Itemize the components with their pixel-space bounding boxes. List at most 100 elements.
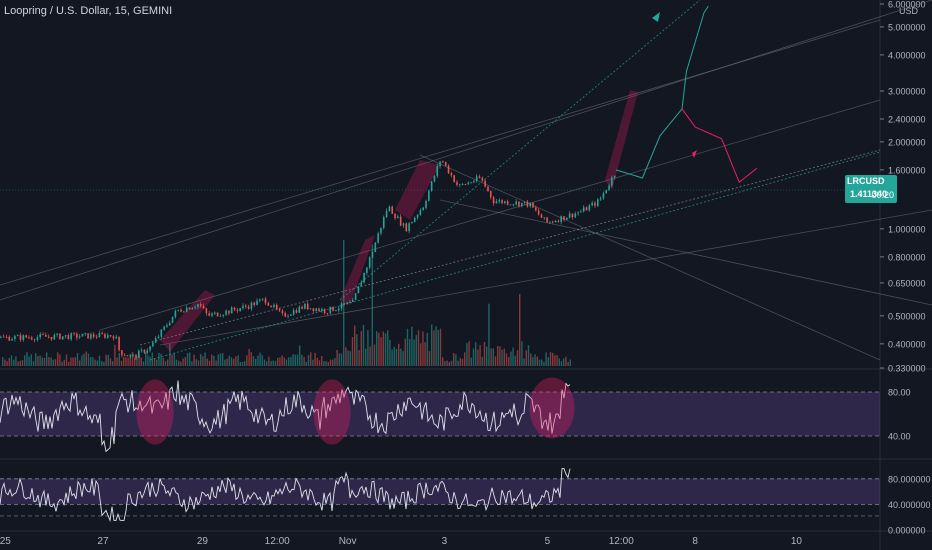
candle-body — [399, 216, 402, 226]
channel-line — [139, 149, 881, 346]
oscillator-2-line — [0, 468, 571, 523]
volume-bar — [435, 326, 437, 366]
candle-body — [602, 193, 605, 199]
candle-body — [292, 310, 295, 315]
candle-body — [135, 354, 137, 358]
volume-bar — [87, 353, 90, 366]
candle-body — [92, 334, 95, 337]
candle-body — [244, 305, 247, 307]
volume-bar — [545, 352, 547, 366]
volume-bar — [547, 357, 549, 366]
volume-bar — [206, 358, 208, 366]
candle-body — [123, 355, 126, 357]
volume-bar — [395, 348, 398, 366]
volume-bar — [186, 353, 189, 366]
volume-bar — [450, 360, 453, 366]
candle-body — [16, 335, 19, 336]
volume-bar — [527, 345, 530, 366]
volume-bar — [79, 360, 81, 366]
candle-body — [42, 334, 44, 336]
volume-bar — [219, 353, 222, 366]
volume-bar — [556, 355, 558, 366]
candle-body — [47, 336, 50, 338]
volume-bar — [259, 352, 261, 366]
volume-bar — [4, 359, 6, 366]
candle-body — [459, 184, 461, 186]
candle-body — [160, 329, 163, 337]
price-tick-label: 1.000000 — [888, 224, 926, 234]
candle-body — [312, 308, 315, 312]
candle-body — [214, 312, 216, 314]
volume-bar — [274, 360, 277, 366]
volume-bar — [213, 355, 215, 366]
candle-body — [428, 190, 430, 201]
candle-body — [382, 217, 385, 228]
volume-bar — [523, 358, 525, 366]
volume-bar — [118, 352, 120, 366]
volume-bar — [296, 354, 299, 366]
volume-bar — [292, 354, 294, 366]
volume-bar — [508, 357, 510, 366]
candle-body — [405, 223, 408, 232]
candle-body — [132, 354, 134, 356]
candle-body — [247, 306, 250, 309]
volume-bar — [76, 353, 79, 366]
candle-body — [380, 227, 382, 234]
candle-body — [36, 337, 39, 341]
candle-body — [146, 350, 149, 353]
volume-bar — [494, 356, 497, 366]
candle-body — [467, 182, 470, 185]
volume-bar — [114, 344, 116, 366]
candle-body — [140, 349, 143, 351]
candle-body — [290, 314, 292, 316]
candle-body — [152, 342, 154, 347]
volume-bar — [158, 352, 160, 366]
candle-body — [225, 310, 227, 315]
volume-bar — [323, 361, 325, 366]
volume-bar — [349, 351, 351, 366]
volume-bar — [237, 355, 239, 366]
volume-bar — [184, 357, 186, 366]
candle-body — [416, 214, 419, 218]
volume-bar — [171, 354, 173, 366]
volume-bar — [477, 349, 479, 366]
candle-body — [219, 315, 222, 317]
volume-bar — [96, 360, 98, 366]
oscillator-1-tick-label: 40.00 — [888, 432, 911, 442]
candle-body — [273, 304, 275, 308]
volume-bar — [142, 361, 145, 366]
candle-body — [447, 165, 450, 174]
candle-body — [402, 223, 405, 226]
candle-body — [444, 162, 447, 166]
volume-bar — [109, 358, 112, 366]
volume-bar — [268, 356, 270, 366]
volume-bar — [387, 330, 389, 366]
candle-body — [185, 307, 188, 312]
volume-bar — [72, 357, 74, 366]
candle-body — [301, 306, 303, 309]
volume-bar — [307, 354, 310, 366]
volume-bar — [26, 352, 28, 366]
volume-bar — [442, 357, 444, 366]
volume-bar — [369, 346, 371, 366]
teal-channel-line — [149, 151, 881, 361]
volume-bar — [94, 359, 96, 366]
volume-bar — [92, 357, 94, 366]
volume-bar — [340, 353, 343, 366]
volume-bar — [486, 346, 488, 366]
candle-body — [39, 334, 42, 338]
candle-body — [109, 335, 112, 337]
volume-bar — [19, 360, 21, 366]
volume-bar — [569, 359, 571, 366]
volume-bar — [365, 348, 367, 366]
candle-body — [613, 175, 616, 178]
volume-bar — [356, 334, 358, 366]
volume-bar — [193, 354, 195, 366]
volume-bar — [382, 331, 384, 366]
candle-body — [523, 201, 526, 203]
volume-bar — [61, 361, 63, 366]
candle-body — [115, 336, 118, 339]
volume-bar — [332, 359, 334, 366]
candle-body — [236, 309, 239, 311]
